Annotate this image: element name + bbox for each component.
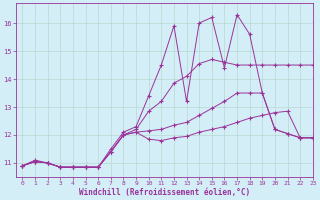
X-axis label: Windchill (Refroidissement éolien,°C): Windchill (Refroidissement éolien,°C) bbox=[79, 188, 250, 197]
